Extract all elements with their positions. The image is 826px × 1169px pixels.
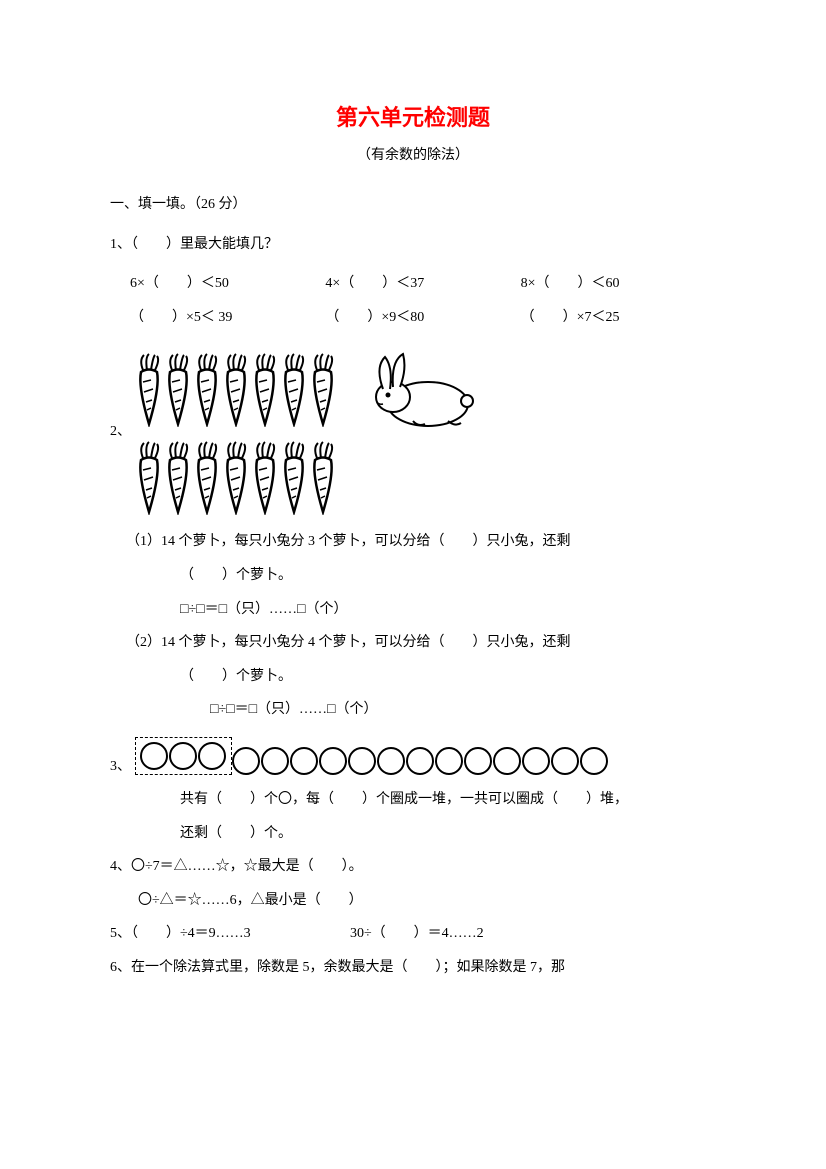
carrot-icon: [164, 440, 193, 515]
page-title: 第六单元检测题: [110, 100, 716, 132]
q4-l1: 4、〇÷7＝△……☆，☆最大是（ ）。: [110, 850, 716, 884]
carrot-icon: [309, 440, 338, 515]
q5-b: 30÷（ ）＝4……2: [350, 917, 484, 951]
circle-icon: [319, 747, 347, 775]
section-heading-1: 一、填一填。（26 分）: [110, 188, 716, 222]
q3-l1: 共有（ ）个〇，每（ ）个圈成一堆，一共可以圈成（ ）堆，: [110, 783, 716, 817]
carrot-icon: [280, 440, 309, 515]
q3-l2: 还剩（ ）个。: [110, 817, 716, 851]
circle-icon: [290, 747, 318, 775]
carrot-icon: [309, 352, 338, 427]
circles-rest: [232, 747, 609, 775]
q3-number: 3、: [110, 755, 135, 775]
page-subtitle: （有余数的除法）: [110, 144, 716, 164]
q2-p1-l2: （ ）个萝卜。: [110, 559, 716, 593]
carrot-icon: [280, 352, 309, 427]
q2-p1-l1: （1）14 个萝卜，每只小兔分 3 个萝卜，可以分给（ ）只小兔，还剩: [110, 525, 716, 559]
q2-number: 2、: [110, 420, 135, 440]
q1-row2: （ ）×5＜ 39 （ ）×9＜80 （ ）×7＜25: [110, 301, 716, 335]
carrot-icon: [251, 352, 280, 427]
circle-icon: [261, 747, 289, 775]
q1-r1-a: 6×（ ）＜50: [130, 267, 325, 301]
carrot-icon: [135, 440, 164, 515]
q3-figure: 3、: [110, 737, 716, 775]
circle-icon: [232, 747, 260, 775]
q2-p2-eq: □÷□＝□（只）……□（个）: [110, 693, 716, 727]
q1-r1-b: 4×（ ）＜37: [325, 267, 520, 301]
q2-p1-eq: □÷□＝□（只）……□（个）: [110, 593, 716, 627]
circles-boxed: [135, 737, 232, 775]
circle-icon: [435, 747, 463, 775]
q2-p2-l1: （2）14 个萝卜，每只小兔分 4 个萝卜，可以分给（ ）只小兔，还剩: [110, 626, 716, 660]
circle-icon: [140, 742, 168, 770]
carrot-icon: [222, 352, 251, 427]
q2-p2-l2: （ ）个萝卜。: [110, 660, 716, 694]
q1-row1: 6×（ ）＜50 4×（ ）＜37 8×（ ）＜60: [110, 267, 716, 301]
q1-r2-b: （ ）×9＜80: [325, 301, 520, 335]
carrots-row-top: [135, 352, 338, 427]
q2-figure: 2、: [110, 344, 716, 515]
q5: 5、（ ）÷4＝9……3 30÷（ ）＝4……2: [110, 917, 716, 951]
circle-icon: [169, 742, 197, 770]
carrot-icon: [135, 352, 164, 427]
q1-r2-c: （ ）×7＜25: [521, 301, 716, 335]
circle-icon: [198, 742, 226, 770]
rabbit-icon: [363, 349, 483, 434]
q5-a: 5、（ ）÷4＝9……3: [110, 917, 350, 951]
circle-icon: [493, 747, 521, 775]
q1-r1-c: 8×（ ）＜60: [521, 267, 716, 301]
circle-icon: [377, 747, 405, 775]
carrots-row-bottom: [135, 440, 483, 515]
circle-icon: [348, 747, 376, 775]
circle-icon: [580, 747, 608, 775]
circle-icon: [522, 747, 550, 775]
carrot-icon: [222, 440, 251, 515]
q6: 6、在一个除法算式里，除数是 5，余数最大是（ ）；如果除数是 7，那: [110, 951, 716, 985]
carrot-icon: [251, 440, 280, 515]
q1-prompt: 1、（ ）里最大能填几？: [110, 228, 716, 262]
circle-icon: [406, 747, 434, 775]
q4-l2: 〇÷△＝☆……6，△最小是（ ）: [110, 884, 716, 918]
carrot-icon: [193, 352, 222, 427]
carrot-icon: [193, 440, 222, 515]
circle-icon: [551, 747, 579, 775]
carrot-icon: [164, 352, 193, 427]
q1-r2-a: （ ）×5＜ 39: [130, 301, 325, 335]
circle-icon: [464, 747, 492, 775]
